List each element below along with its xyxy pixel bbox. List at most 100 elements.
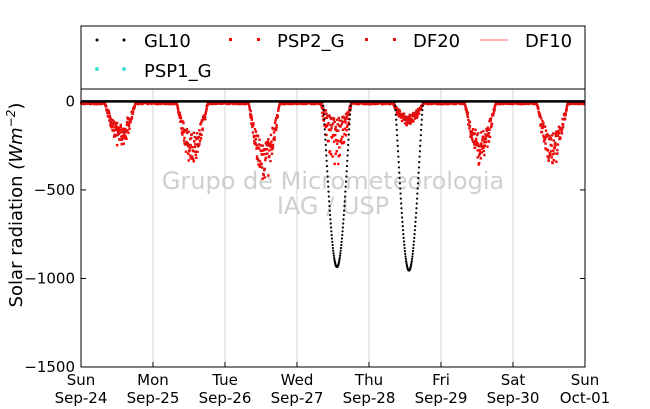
point-df20 bbox=[553, 143, 557, 146]
point-df20 bbox=[261, 144, 264, 147]
point-psp2_g bbox=[183, 136, 186, 140]
point-df20 bbox=[190, 136, 193, 140]
point-df20 bbox=[271, 146, 275, 150]
point-df20 bbox=[325, 116, 329, 120]
point-gl10 bbox=[339, 252, 342, 255]
point-df20 bbox=[272, 137, 276, 140]
point-df20-night bbox=[461, 101, 463, 104]
point-gl10 bbox=[396, 139, 399, 142]
y-axis-label-text: Solar radiation bbox=[6, 175, 27, 307]
point-gl10 bbox=[338, 258, 341, 261]
point-df20-night bbox=[527, 101, 529, 104]
point-df20-night bbox=[508, 102, 511, 105]
point-df20 bbox=[276, 109, 280, 112]
point-psp2_g bbox=[196, 150, 199, 154]
point-df20 bbox=[187, 143, 191, 146]
point-df20 bbox=[124, 130, 128, 134]
point-df20-night bbox=[527, 103, 530, 106]
point-gl10 bbox=[332, 254, 335, 257]
point-gl10 bbox=[343, 209, 346, 212]
point-df20 bbox=[331, 116, 334, 120]
legend-box bbox=[80, 25, 586, 90]
point-df20 bbox=[200, 120, 203, 124]
point-psp2_g bbox=[414, 113, 418, 116]
point-df20 bbox=[548, 134, 551, 138]
point-psp2_g bbox=[488, 128, 491, 131]
point-df20-night bbox=[374, 103, 376, 106]
point-df20-night bbox=[100, 102, 103, 105]
point-psp2_g bbox=[110, 125, 114, 129]
legend-label-psp2g: PSP2_G bbox=[277, 31, 345, 52]
point-df20 bbox=[411, 114, 414, 118]
point-gl10 bbox=[412, 246, 415, 250]
point-df20-night bbox=[243, 103, 246, 106]
point-psp2_g bbox=[122, 127, 125, 130]
point-df20 bbox=[415, 109, 418, 112]
point-df20-night bbox=[459, 103, 462, 106]
x-tick-label-day-2: Tue bbox=[211, 371, 238, 389]
point-df20 bbox=[345, 114, 349, 117]
point-psp2_g bbox=[192, 160, 195, 163]
point-df20 bbox=[252, 134, 256, 138]
point-gl10 bbox=[342, 218, 345, 221]
point-df20 bbox=[539, 114, 542, 118]
y-tick-label-3: −1500 bbox=[24, 358, 75, 376]
point-gl10 bbox=[421, 104, 424, 107]
point-df20-night bbox=[141, 103, 144, 106]
point-df20 bbox=[203, 116, 207, 119]
point-psp2_g bbox=[122, 142, 126, 145]
point-df20 bbox=[494, 103, 497, 107]
point-df20-night bbox=[424, 102, 427, 105]
point-df20 bbox=[486, 128, 489, 131]
point-df20 bbox=[204, 109, 208, 112]
point-df20 bbox=[200, 119, 204, 122]
point-df20 bbox=[266, 144, 270, 147]
point-gl10 bbox=[418, 160, 421, 164]
point-df20-night bbox=[390, 102, 393, 105]
point-df20 bbox=[477, 145, 480, 148]
point-df20-night bbox=[381, 103, 384, 106]
point-df20 bbox=[536, 103, 539, 107]
point-gl10 bbox=[339, 246, 343, 250]
point-psp2_g bbox=[112, 122, 115, 125]
point-df20 bbox=[473, 146, 477, 149]
point-gl10 bbox=[340, 240, 343, 243]
point-df20 bbox=[540, 130, 544, 134]
point-gl10 bbox=[340, 237, 344, 240]
point-psp2_g bbox=[270, 140, 273, 143]
point-df20 bbox=[176, 106, 179, 110]
point-gl10 bbox=[399, 192, 402, 195]
x-tick-label-date-0: Sep-24 bbox=[55, 389, 108, 407]
point-df20 bbox=[469, 130, 472, 133]
point-df20 bbox=[487, 139, 490, 143]
point-psp2_g bbox=[262, 153, 265, 156]
point-psp2_g bbox=[127, 122, 131, 126]
point-df20 bbox=[541, 124, 544, 127]
point-gl10 bbox=[400, 216, 404, 219]
point-df20 bbox=[270, 152, 274, 156]
point-df20 bbox=[402, 112, 406, 115]
point-df20 bbox=[257, 159, 260, 163]
point-df20 bbox=[112, 129, 115, 133]
point-df20 bbox=[196, 136, 199, 139]
point-df20-night bbox=[225, 102, 228, 105]
x-tick-label-date-3: Sep-27 bbox=[271, 389, 324, 407]
point-df20 bbox=[563, 114, 566, 117]
point-gl10 bbox=[340, 243, 343, 247]
point-gl10 bbox=[398, 182, 402, 185]
point-df20-night bbox=[96, 103, 99, 106]
point-gl10 bbox=[346, 149, 349, 152]
point-gl10 bbox=[416, 182, 420, 185]
point-psp2_g bbox=[250, 122, 253, 125]
point-df20 bbox=[267, 138, 270, 141]
point-df20 bbox=[203, 117, 206, 120]
point-df20 bbox=[566, 104, 569, 107]
point-df20-night bbox=[317, 101, 319, 104]
point-gl10 bbox=[399, 187, 402, 190]
point-df20 bbox=[255, 155, 259, 158]
point-gl10 bbox=[323, 118, 326, 121]
point-psp2_g bbox=[493, 105, 496, 109]
point-psp2_g bbox=[271, 143, 275, 147]
legend-marker-psp2g-2 bbox=[257, 38, 260, 41]
point-psp2_g bbox=[478, 161, 481, 165]
